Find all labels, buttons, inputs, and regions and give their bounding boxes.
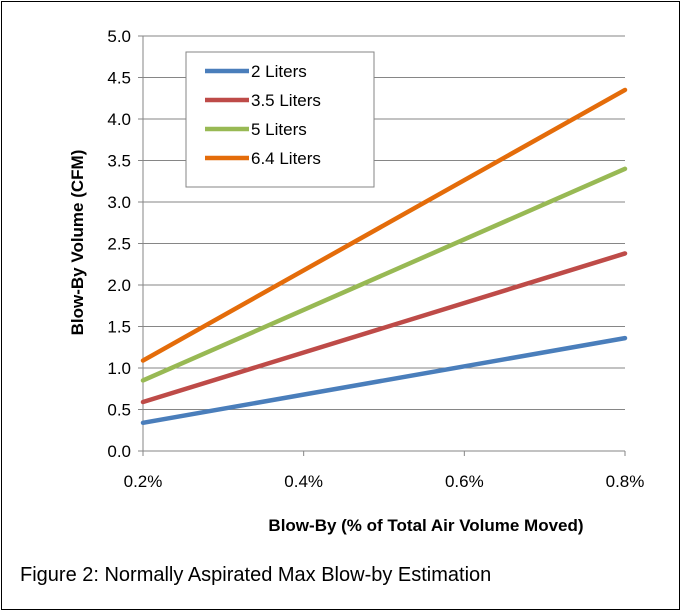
y-tick-label: 0.5 bbox=[107, 401, 131, 420]
x-axis-title: Blow-By (% of Total Air Volume Moved) bbox=[268, 516, 583, 535]
y-tick-label: 3.0 bbox=[107, 193, 131, 212]
series-line-4 bbox=[140, 87, 628, 363]
series-line-3 bbox=[140, 166, 628, 383]
legend-label-1: 2 Liters bbox=[251, 62, 307, 81]
y-tick-label: 0.0 bbox=[107, 442, 131, 461]
series-line-2 bbox=[140, 251, 628, 405]
legend-box bbox=[185, 51, 375, 188]
series-line-1 bbox=[140, 335, 628, 426]
y-tick-label: 1.5 bbox=[107, 318, 131, 337]
y-tick-label: 5.0 bbox=[107, 27, 131, 46]
y-tick-label: 4.5 bbox=[107, 69, 131, 88]
x-tick-label: 0.2% bbox=[124, 472, 163, 491]
figure-caption: Figure 2: Normally Aspirated Max Blow-by… bbox=[20, 564, 492, 586]
y-tick-label: 2.0 bbox=[107, 276, 131, 295]
legend: 2 Liters 3.5 Liters 5 Liters 6.4 Liters bbox=[185, 51, 375, 188]
legend-label-3: 5 Liters bbox=[251, 120, 307, 139]
y-axis-ticks: 0.0 0.5 1.0 1.5 2.0 2.5 3.0 3.5 4.0 4.5 5.0 bbox=[107, 27, 143, 461]
series-lines bbox=[140, 87, 628, 426]
x-tick-label: 0.8% bbox=[606, 472, 645, 491]
y-tick-label: 4.0 bbox=[107, 110, 131, 129]
legend-label-4: 6.4 Liters bbox=[251, 149, 321, 168]
y-tick-label: 3.5 bbox=[107, 152, 131, 171]
x-tick-label: 0.4% bbox=[284, 472, 323, 491]
x-tick-label: 0.6% bbox=[445, 472, 484, 491]
y-axis-title: Blow-By Volume (CFM) bbox=[68, 150, 87, 336]
x-axis-ticks: 0.2% 0.4% 0.6% 0.8% bbox=[124, 451, 645, 491]
legend-label-2: 3.5 Liters bbox=[251, 91, 321, 110]
y-tick-label: 1.0 bbox=[107, 359, 131, 378]
y-tick-label: 2.5 bbox=[107, 235, 131, 254]
